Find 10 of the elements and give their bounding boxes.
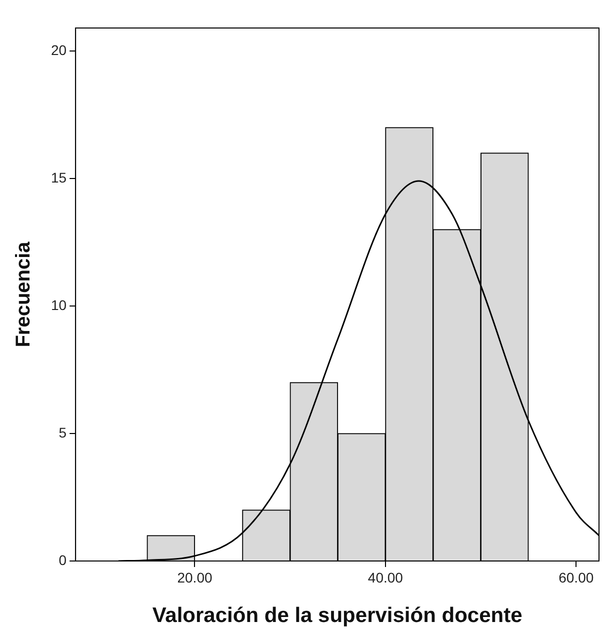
y-tick-label: 15 [50,169,67,186]
y-tick-label: 0 [58,552,67,568]
y-axis-title: Frecuencia [12,240,35,348]
y-tick-label: 20 [50,42,67,58]
y-tick-label: 5 [58,424,67,440]
y-tick-label: 10 [50,296,67,313]
x-tick-label: 40.00 [368,569,404,586]
x-tick-label: 60.00 [558,569,594,586]
x-tick-label: 20.00 [177,569,212,586]
x-axis-title: Valoración de la supervisión docente [152,604,522,628]
